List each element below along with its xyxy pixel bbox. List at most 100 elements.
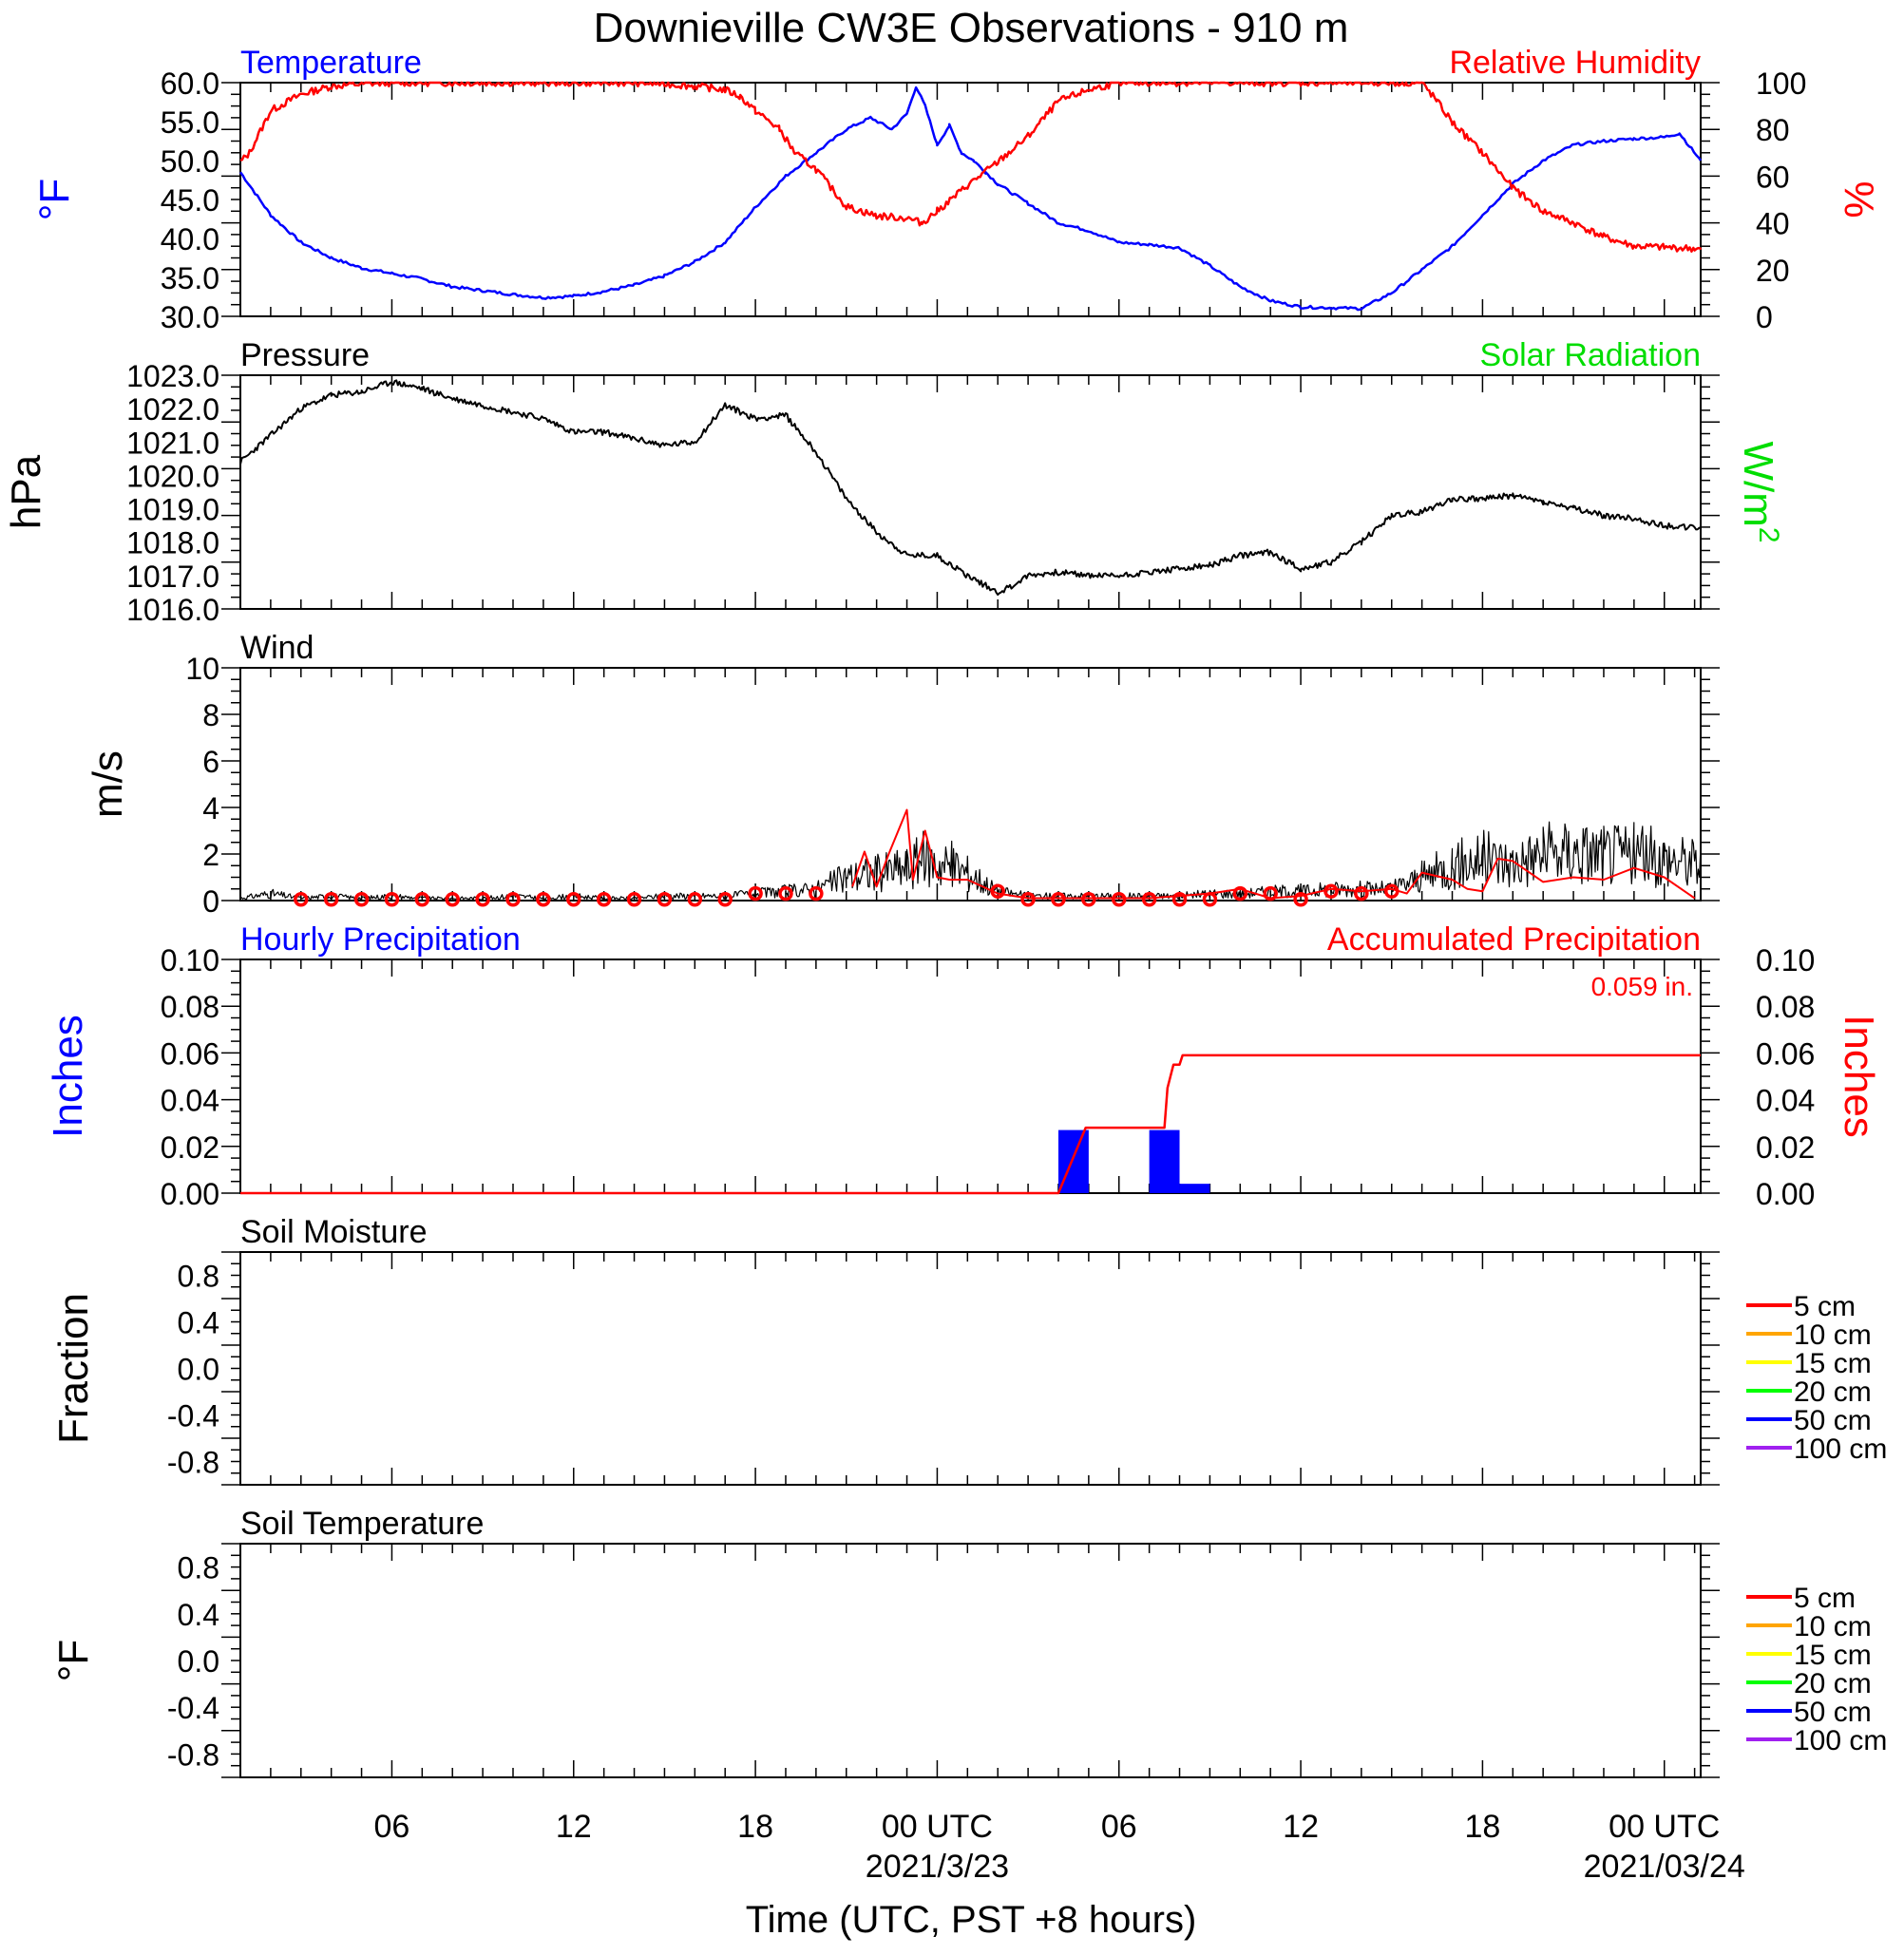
wind-marker [687, 892, 703, 907]
legend-label: 20 cm [1794, 1376, 1872, 1408]
legend-label: 20 cm [1794, 1668, 1872, 1699]
wind-marker [353, 892, 370, 907]
y-tick-label-right: 80 [1756, 113, 1790, 147]
humidity-y-title: % [1836, 180, 1882, 218]
temperature-y-labels: 60.0 55.0 50.0 45.0 40.0 35.0 30.0 [161, 66, 219, 334]
legend-label: 100 cm [1794, 1433, 1887, 1465]
legend-label: 5 cm [1794, 1583, 1856, 1614]
x-tick-label: 12 [556, 1809, 592, 1845]
wind-line [239, 821, 1702, 901]
y-tick-label: 10 [185, 652, 219, 686]
wind-marker [717, 892, 733, 907]
wind-marker [1323, 883, 1339, 899]
wind-marker [1051, 892, 1066, 907]
wind-marker [1263, 885, 1278, 902]
hourly-precip-bar [1149, 1129, 1180, 1193]
y-tick-label: 0.4 [178, 1598, 219, 1632]
legend-label: 15 cm [1794, 1348, 1872, 1379]
solar-title: Solar Radiation [1480, 337, 1701, 373]
legend-label: 100 cm [1794, 1725, 1887, 1756]
x-date-label: 2021/3/23 [866, 1849, 1009, 1885]
wind-title: Wind [240, 630, 314, 666]
soil-moisture-y-title: Fraction [50, 1293, 97, 1444]
temperature-panel-frame [239, 82, 1702, 317]
y-tick-label: 0.00 [161, 1177, 219, 1211]
y-tick-label-right: 0.02 [1756, 1130, 1815, 1165]
wind-marker [1171, 892, 1188, 907]
y-tick-label-right: 20 [1756, 254, 1790, 288]
wind-marker [294, 892, 309, 907]
legend-label: 10 cm [1794, 1611, 1872, 1642]
y-tick-label: -0.8 [167, 1446, 219, 1480]
temperature-title: Temperature [240, 45, 422, 81]
accum-y-title: Inches [1836, 1015, 1882, 1138]
wind-y-title: m/s [85, 750, 131, 818]
wind-marker [596, 892, 612, 907]
y-tick-label: 6 [202, 745, 219, 779]
wind-marker [1081, 892, 1096, 907]
pressure-title: Pressure [240, 337, 370, 373]
hourly-precip-bar [1179, 1184, 1210, 1193]
precip-y-title: Inches [45, 1015, 91, 1138]
y-tick-label: 30.0 [161, 300, 219, 334]
y-tick-label: 1018.0 [126, 526, 219, 560]
wind-marker [990, 883, 1005, 899]
wind-marker [414, 892, 430, 907]
wind-marker [1232, 885, 1248, 902]
wind-marker [748, 885, 763, 902]
y-tick-label-right: 40 [1756, 207, 1790, 241]
wind-marker [1354, 885, 1369, 902]
y-tick-label-right: 0.04 [1756, 1084, 1815, 1118]
y-tick-label: 0.08 [161, 990, 219, 1024]
accum-y-labels: 0.10 0.08 0.06 0.04 0.02 0.00 [1756, 943, 1815, 1211]
wind-marker [1293, 892, 1308, 907]
soil-temperature-y-labels: 0.8 0.4 0.0 -0.4 -0.8 [167, 1551, 219, 1773]
minor-ticks [221, 374, 1720, 610]
wind-y-labels: 10 8 6 4 2 0 [185, 652, 219, 919]
x-tick-label: 00 UTC [882, 1809, 993, 1845]
x-tick-label: 06 [374, 1809, 410, 1845]
y-tick-label-right: 0.00 [1756, 1177, 1815, 1211]
pressure-y-title: hPa [3, 454, 49, 529]
wind-marker [809, 885, 824, 902]
y-tick-label: 0.0 [178, 1353, 219, 1387]
minor-ticks [221, 1251, 1720, 1486]
legend-label: 50 cm [1794, 1405, 1872, 1436]
legend-label: 15 cm [1794, 1640, 1872, 1671]
legend-label: 5 cm [1794, 1291, 1856, 1322]
y-tick-label: 1023.0 [126, 359, 219, 393]
soil-temperature-frame [239, 1543, 1702, 1778]
y-tick-label: 2 [202, 838, 219, 872]
humidity-title: Relative Humidity [1449, 45, 1701, 81]
wind-marker [626, 892, 642, 907]
wind-marker [778, 885, 793, 902]
accumulated-precip-line [240, 1053, 1701, 1195]
accum-precip-title: Accumulated Precipitation [1327, 921, 1701, 958]
x-tick-label: 12 [1283, 1809, 1319, 1845]
temperature-y-title: °F [31, 179, 78, 220]
y-tick-label: 4 [202, 791, 219, 826]
hourly-precip-title: Hourly Precipitation [240, 921, 521, 958]
soil-moisture-y-labels: 0.8 0.4 0.0 -0.4 -0.8 [167, 1260, 219, 1480]
y-tick-label: 40.0 [161, 222, 219, 256]
wind-marker [475, 892, 490, 907]
precip-panel-frame [239, 959, 1702, 1194]
soil-temperature-title: Soil Temperature [240, 1506, 484, 1542]
pressure-line [239, 379, 1702, 597]
y-tick-label: 1020.0 [126, 459, 219, 493]
y-tick-label: 0.10 [161, 943, 219, 978]
soil-temperature-y-title: °F [50, 1640, 97, 1681]
precip-y-labels: 0.10 0.08 0.06 0.04 0.02 0.00 [161, 943, 219, 1211]
accum-total-annotation: 0.059 in. [1591, 972, 1693, 1001]
x-axis-label: Time (UTC, PST +8 hours) [746, 1899, 1197, 1941]
wind-marker [323, 892, 339, 907]
wind-marker [657, 892, 673, 907]
y-tick-label: 0.04 [161, 1084, 219, 1118]
y-tick-label: 8 [202, 698, 219, 732]
y-tick-label-right: 0 [1756, 300, 1773, 334]
y-tick-label: 1017.0 [126, 560, 219, 594]
y-tick-label: 45.0 [161, 183, 219, 218]
y-tick-label: 1016.0 [126, 593, 219, 627]
